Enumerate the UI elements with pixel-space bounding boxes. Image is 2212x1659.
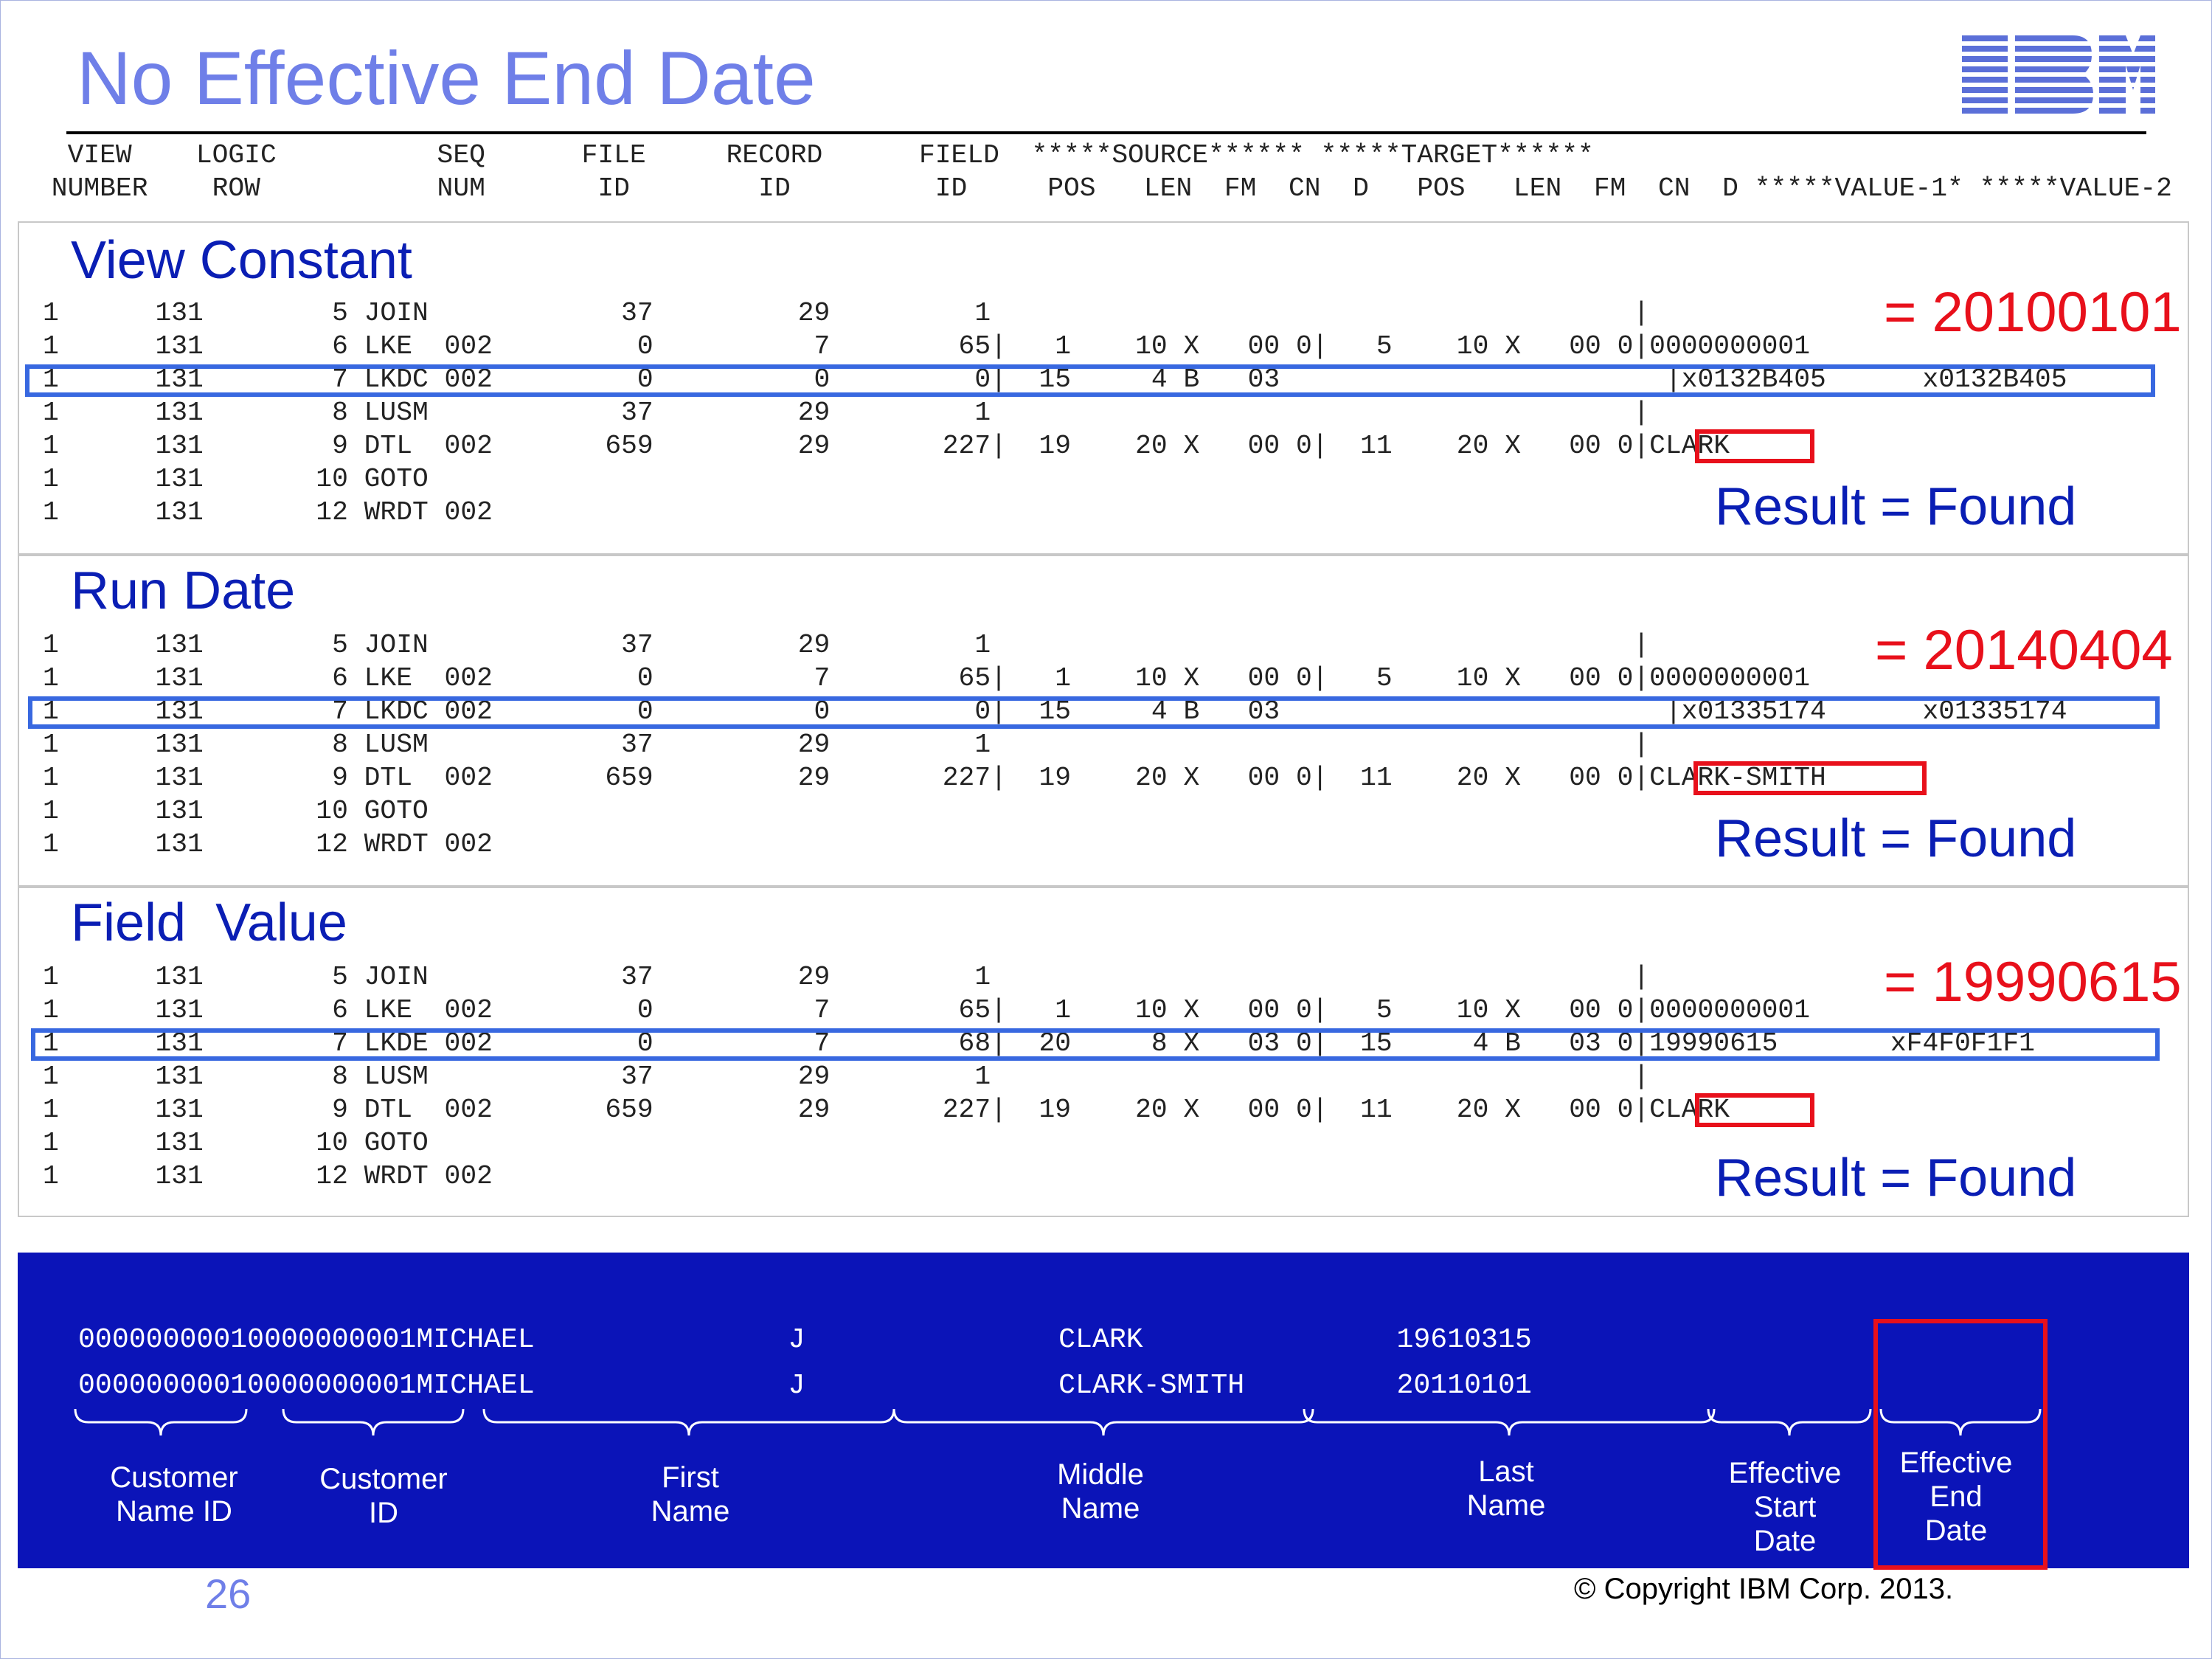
field-label-effective-start-date: Effective Start Date <box>1728 1457 1842 1557</box>
trace-rows: 1 131 5 JOIN 37 29 1 | 1 131 6 LKE 002 0… <box>43 960 2035 1193</box>
slide-title: No Effective End Date <box>77 36 816 120</box>
trace-rows: 1 131 5 JOIN 37 29 1 | 1 131 6 LKE 002 0… <box>43 297 2067 529</box>
section-field-value: Field Value <box>18 887 2189 1217</box>
trace-row: 1 131 9 DTL 002 659 29 227| 19 20 X 00 0… <box>43 763 1826 793</box>
trace-row: 1 131 6 LKE 002 0 7 65| 1 10 X 00 0| 5 1… <box>43 663 1810 693</box>
title-rule <box>66 131 2146 134</box>
copyright: © Copyright IBM Corp. 2013. <box>1574 1573 1954 1605</box>
trace-column-header: VIEW LOGIC SEQ FILE RECORD FIELD *****SO… <box>35 139 2172 205</box>
field-label-middle-name: Middle Name <box>1057 1458 1144 1525</box>
trace-row: 1 131 10 GOTO <box>43 464 429 494</box>
result-label: Result = Found <box>1715 1149 2077 1208</box>
record-layout-panel: 00000000010000000001MICHAEL J CLARK 1961… <box>18 1253 2189 1568</box>
result-label: Result = Found <box>1715 477 2077 536</box>
trace-header-line-1: VIEW LOGIC SEQ FILE RECORD FIELD *****SO… <box>35 140 1594 170</box>
result-value-highlight <box>1695 1093 1814 1127</box>
trace-row: 1 131 6 LKE 002 0 7 65| 1 10 X 00 0| 5 1… <box>43 995 1810 1025</box>
section-title: Field Value <box>71 893 347 952</box>
effective-end-date-highlight <box>1873 1319 2048 1570</box>
field-bracket <box>282 1408 465 1436</box>
result-value-highlight <box>1693 761 1927 795</box>
trace-row: 1 131 8 LUSM 37 29 1 | <box>43 730 1650 760</box>
field-bracket <box>1879 1408 2042 1436</box>
record-lines: 00000000010000000001MICHAEL J CLARK 1961… <box>78 1317 1532 1409</box>
field-bracket <box>482 1408 895 1436</box>
result-value-highlight <box>1695 429 1814 463</box>
section-title: View Constant <box>71 231 412 290</box>
field-bracket <box>74 1408 248 1436</box>
field-label-customer-id: Customer ID <box>319 1463 448 1529</box>
trace-row: 1 131 8 LUSM 37 29 1 | <box>43 1061 1650 1092</box>
trace-rows: 1 131 5 JOIN 37 29 1 | 1 131 6 LKE 002 0… <box>43 628 2067 861</box>
field-bracket <box>892 1408 1314 1436</box>
record-line: 00000000010000000001MICHAEL J CLARK-SMIT… <box>78 1370 1532 1402</box>
trace-row: 1 131 5 JOIN 37 29 1 | <box>43 962 1650 992</box>
trace-row: 1 131 12 WRDT 002 <box>43 829 493 859</box>
value-annotation: = 20140404 <box>1875 619 2173 682</box>
trace-row: 1 131 6 LKE 002 0 7 65| 1 10 X 00 0| 5 1… <box>43 331 1810 361</box>
trace-row: 1 131 9 DTL 002 659 29 227| 19 20 X 00 0… <box>43 431 1730 461</box>
record-line: 00000000010000000001MICHAEL J CLARK 1961… <box>78 1324 1532 1356</box>
trace-row: 1 131 7 LKDE 002 0 7 68| 20 8 X 03 0| 15… <box>43 1028 2035 1059</box>
value-annotation: = 20100101 <box>1884 281 2182 344</box>
field-label-last-name: Last Name <box>1466 1455 1546 1522</box>
lookup-row-highlight <box>25 364 2155 397</box>
field-brackets <box>74 1408 2042 1436</box>
trace-row: 1 131 10 GOTO <box>43 796 429 826</box>
trace-row: 1 131 12 WRDT 002 <box>43 1161 493 1191</box>
field-label-effective-end-date: Effective End Date <box>1899 1447 2013 1547</box>
lookup-row-highlight <box>28 696 2160 729</box>
trace-header-line-2: NUMBER ROW NUM ID ID ID POS LEN FM CN D … <box>35 173 2172 204</box>
ibm-logo <box>1962 35 2155 114</box>
page-number: 26 <box>205 1570 252 1617</box>
section-title: Run Date <box>71 561 296 620</box>
trace-row: 1 131 12 WRDT 002 <box>43 497 493 527</box>
trace-row: 1 131 5 JOIN 37 29 1 | <box>43 630 1650 660</box>
field-label-customer-name-id: Customer Name ID <box>110 1461 238 1528</box>
trace-row: 1 131 7 LKDC 002 0 0 0| 15 4 B 03 |x0132… <box>43 364 2067 395</box>
trace-row: 1 131 10 GOTO <box>43 1128 429 1158</box>
trace-row: 1 131 9 DTL 002 659 29 227| 19 20 X 00 0… <box>43 1095 1730 1125</box>
trace-row: 1 131 8 LUSM 37 29 1 | <box>43 398 1650 428</box>
field-label-first-name: First Name <box>651 1461 730 1528</box>
trace-row: 1 131 5 JOIN 37 29 1 | <box>43 298 1650 328</box>
trace-row: 1 131 7 LKDC 002 0 0 0| 15 4 B 03 |x0133… <box>43 696 2067 727</box>
result-label: Result = Found <box>1715 809 2077 868</box>
section-run-date: Run Date <box>18 555 2189 887</box>
value-annotation: = 19990615 <box>1884 951 2182 1014</box>
field-bracket <box>1707 1408 1872 1436</box>
lookup-row-highlight <box>31 1028 2160 1061</box>
field-bracket <box>1303 1408 1716 1436</box>
section-view-constant: View Constant <box>18 221 2189 555</box>
